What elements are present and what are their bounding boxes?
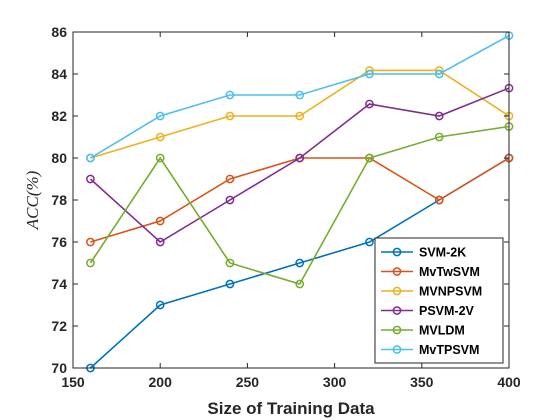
x-tick-label: 350 bbox=[410, 374, 434, 390]
data-point-mvtwsvm bbox=[434, 195, 444, 205]
legend-swatch-marker bbox=[392, 345, 402, 354]
data-point-psvm-2v bbox=[295, 153, 305, 163]
data-point-psvm-2v bbox=[434, 111, 444, 121]
y-tick-label: 84 bbox=[51, 66, 67, 82]
axes-layer: 150 200 250 300 350 400 70 72 74 76 78 80 82 84 86 bbox=[51, 24, 520, 390]
data-point-mvtpsvm bbox=[86, 153, 95, 163]
series-line-mvtpsvm bbox=[90, 34, 510, 159]
data-point-svm-2k bbox=[295, 258, 305, 268]
data-point-mvnpsvm bbox=[225, 111, 235, 121]
legend: SVM-2K MvTwSVM MVNPSVM PSVM-2V MVLDM MvTPSVM bbox=[374, 237, 504, 364]
data-point-mvtpsvm bbox=[295, 90, 305, 100]
data-point-psvm-2v bbox=[155, 237, 165, 247]
y-axis-title: ACC(%) bbox=[23, 170, 42, 230]
legend-swatch-marker bbox=[392, 306, 402, 315]
legend-item-svm-2k: SVM-2K bbox=[381, 246, 466, 260]
data-point-mvldm bbox=[86, 258, 95, 268]
data-point-mvtpsvm bbox=[434, 69, 444, 79]
x-tick-label: 300 bbox=[323, 374, 347, 390]
data-point-mvldm bbox=[225, 258, 235, 268]
y-tick-label: 80 bbox=[51, 150, 67, 166]
legend-item-psvm-2v: PSVM-2V bbox=[381, 304, 475, 318]
data-point-mvldm bbox=[295, 279, 305, 289]
legend-box bbox=[374, 237, 504, 364]
data-point-mvnpsvm bbox=[155, 132, 165, 142]
y-tick-label: 70 bbox=[51, 360, 67, 376]
data-point-svm-2k bbox=[155, 300, 165, 310]
legend-item-mvnpsvm: MVNPSVM bbox=[381, 285, 482, 299]
series-line-psvm-2v bbox=[89, 87, 510, 243]
data-point-mvtpsvm bbox=[365, 69, 374, 79]
legend-label: MvTwSVM bbox=[419, 265, 480, 279]
series-mvtpsvm bbox=[86, 31, 514, 163]
y-tick-label: 82 bbox=[51, 108, 67, 124]
data-point-mvldm bbox=[434, 132, 444, 142]
legend-swatch-marker bbox=[392, 247, 402, 257]
data-point-svm-2k bbox=[225, 279, 235, 289]
legend-item-mvtwsvm: MvTwSVM bbox=[381, 265, 480, 279]
y-tick-label: 78 bbox=[51, 192, 67, 208]
legend-label: MVNPSVM bbox=[419, 285, 482, 299]
legend-item-mvtpsvm: MvTPSVM bbox=[381, 343, 479, 357]
y-tick-label: 76 bbox=[51, 234, 67, 250]
series-line-mvldm bbox=[89, 125, 510, 285]
y-tick-label: 74 bbox=[51, 276, 67, 292]
data-point-mvtpsvm bbox=[155, 111, 165, 121]
x-tick-label: 200 bbox=[149, 374, 173, 390]
x-tick-label: 150 bbox=[61, 374, 85, 390]
legend-item-mvldm: MVLDM bbox=[381, 324, 465, 338]
y-tick-label: 86 bbox=[51, 24, 67, 40]
x-axis-title: Size of Training Data bbox=[207, 399, 375, 418]
data-point-mvtwsvm bbox=[155, 216, 165, 226]
series-layer bbox=[86, 31, 514, 373]
legend-swatch-marker bbox=[392, 325, 402, 335]
data-point-mvtwsvm bbox=[86, 237, 95, 247]
data-point-mvtwsvm bbox=[225, 174, 235, 184]
data-point-psvm-2v bbox=[365, 99, 374, 109]
legend-label: MvTPSVM bbox=[419, 343, 479, 357]
data-point-svm-2k bbox=[365, 237, 374, 247]
legend-label: SVM-2K bbox=[419, 246, 466, 260]
x-tick-label: 250 bbox=[236, 374, 260, 390]
legend-swatch-marker bbox=[392, 286, 402, 296]
y-tick-label: 72 bbox=[51, 318, 67, 334]
data-point-mvldm bbox=[365, 153, 374, 163]
data-point-mvtpsvm bbox=[225, 90, 235, 100]
legend-label: MVLDM bbox=[419, 324, 465, 338]
data-point-psvm-2v bbox=[225, 195, 235, 205]
legend-swatch-marker bbox=[392, 267, 402, 276]
x-tick-label: 400 bbox=[497, 374, 521, 390]
data-point-mvnpsvm bbox=[295, 111, 305, 121]
data-point-psvm-2v bbox=[86, 174, 95, 184]
data-point-mvldm bbox=[155, 153, 165, 163]
legend-label: PSVM-2V bbox=[419, 304, 475, 318]
